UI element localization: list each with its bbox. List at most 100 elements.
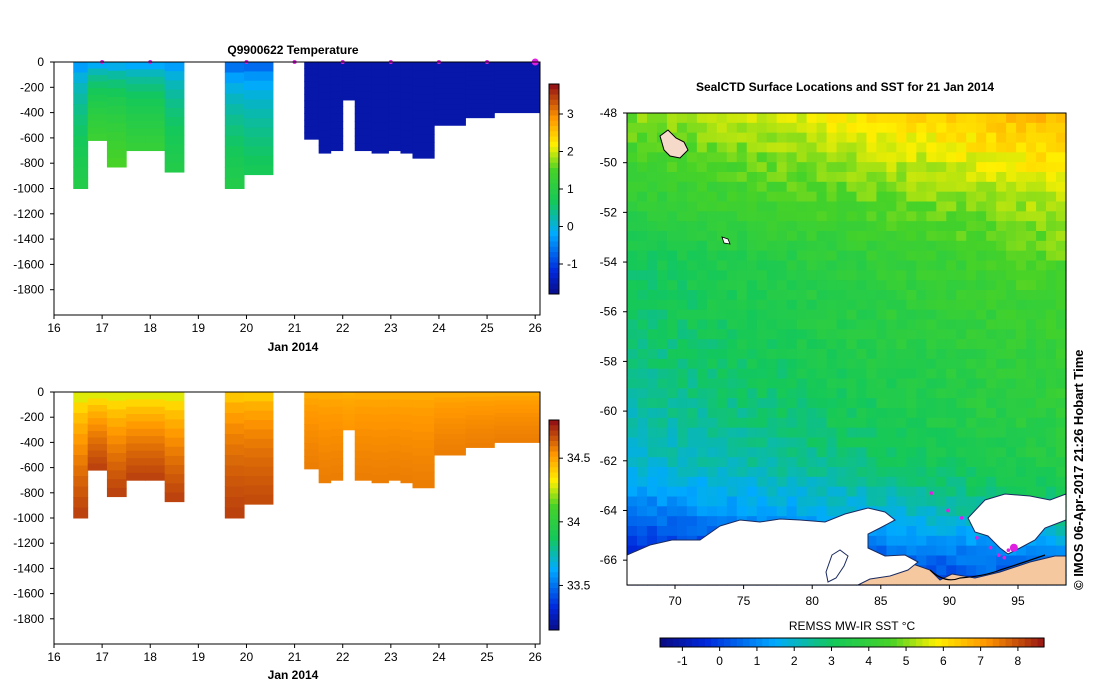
sst-cell: [746, 172, 758, 183]
sst-colorbar-swatch: [1018, 638, 1026, 647]
sst-cell: [816, 408, 828, 419]
sst-cell: [766, 132, 778, 144]
sst-cell: [886, 545, 897, 557]
sst-cell: [646, 349, 658, 360]
sst-cell: [986, 211, 997, 222]
sst-cell: [1016, 152, 1027, 163]
sst-cell: [846, 417, 858, 429]
sst-cell: [636, 250, 648, 262]
sst-cell: [806, 299, 818, 311]
sst-cell: [796, 250, 808, 262]
profile-cell: [330, 436, 344, 444]
colorbar-swatch: [549, 588, 559, 594]
sst-cell: [726, 486, 738, 498]
sst-cell: [786, 201, 798, 212]
sst-cell: [856, 290, 868, 301]
sst-colorbar-frame: [659, 637, 1045, 648]
sst-cell: [686, 172, 698, 183]
sst-cell: [916, 113, 927, 124]
sst-cell: [746, 142, 758, 153]
salinity-section-chart: 16 17 18 19 20 21 22 23 24 25 260-200-400-600-800-…: [13, 385, 590, 682]
profile-cell: [106, 426, 127, 437]
sst-cell: [636, 516, 648, 527]
sst-cell: [846, 398, 858, 409]
sst-cell: [646, 162, 658, 173]
x-tick-label: 17: [95, 650, 109, 664]
sst-cell: [996, 152, 1007, 163]
sst-colorbar-swatch: [852, 638, 859, 647]
sst-cell: [766, 398, 778, 409]
sst-cell: [1056, 417, 1067, 429]
sst-cell: [706, 152, 718, 163]
sst-cell: [836, 280, 848, 291]
sst-cell: [1036, 339, 1047, 350]
profile-cell: [87, 101, 108, 109]
sst-cell: [926, 457, 937, 468]
heard-island: [659, 129, 689, 159]
sst-cell: [676, 299, 688, 311]
sst-cell: [1046, 152, 1057, 163]
sst-cell: [1056, 358, 1067, 370]
sst-cell: [627, 467, 638, 478]
profile-cell: [126, 465, 146, 474]
sst-cell: [866, 486, 878, 498]
sst-cell: [936, 427, 947, 439]
sst-cell: [986, 457, 997, 468]
y-tick-label: -600: [20, 461, 44, 475]
profile-cell: [318, 399, 332, 408]
sst-cell: [636, 270, 648, 281]
sst-cell: [696, 388, 708, 399]
sst-cell: [996, 486, 1007, 498]
sst-cell: [1046, 408, 1057, 419]
sst-cell: [966, 486, 977, 498]
profile-cell: [145, 399, 166, 408]
sst-cell: [916, 162, 927, 173]
sst-cell: [856, 270, 868, 281]
sst-cell: [796, 231, 808, 242]
sst-cell: [756, 506, 768, 517]
colorbar-swatch: [549, 425, 559, 431]
profile-cell: [164, 117, 185, 127]
sst-cell: [746, 349, 758, 360]
sst-cell: [806, 122, 818, 134]
sst-cell: [926, 565, 937, 576]
sst-cell: [686, 240, 698, 252]
sst-cell: [676, 201, 688, 212]
profile-cell: [224, 434, 245, 445]
sst-cell: [746, 486, 758, 498]
sst-cell: [826, 142, 838, 153]
sst-cell: [936, 260, 947, 271]
sst-cell: [796, 309, 808, 321]
lat-tick-label: -48: [600, 106, 618, 120]
profile-cell: [371, 399, 389, 408]
profile-cell: [494, 434, 541, 439]
sst-cell: [646, 201, 658, 212]
sst-cell: [936, 417, 947, 429]
sst-cell: [836, 201, 848, 212]
profile-cell: [73, 423, 89, 435]
sst-cell: [866, 358, 878, 370]
sst-cell: [796, 201, 808, 212]
sst-cell: [876, 368, 888, 380]
sst-cell: [956, 417, 967, 429]
profile-cell: [354, 113, 373, 122]
sst-cell: [656, 506, 668, 517]
profile-cell: [244, 438, 274, 449]
sst-cell: [926, 319, 937, 330]
sst-cell: [686, 211, 698, 222]
sst-cell: [776, 299, 788, 311]
sst-cell: [936, 496, 947, 507]
antarctic-ice-and-land: [626, 129, 1067, 586]
sst-cell: [1056, 240, 1067, 252]
sst-cell: [886, 260, 897, 271]
sst-cell: [926, 437, 937, 448]
sst-cell: [816, 437, 828, 448]
sst-cell: [736, 201, 748, 212]
sst-cell: [756, 162, 768, 173]
sst-cell: [976, 329, 987, 340]
sst-cell: [796, 240, 808, 252]
sst-cell: [736, 358, 748, 370]
sst-cell: [936, 319, 947, 330]
sst-cell: [676, 339, 688, 350]
y-tick-label: -600: [20, 131, 44, 145]
